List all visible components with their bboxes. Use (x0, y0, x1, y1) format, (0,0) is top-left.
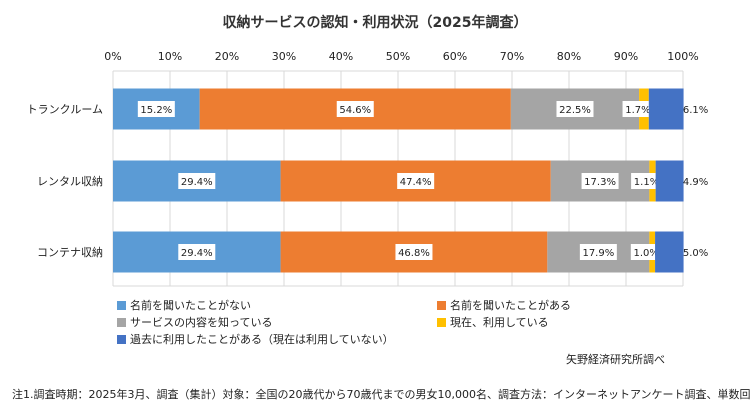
x-tick-label: 40% (329, 50, 353, 63)
x-tick-label: 30% (272, 50, 296, 63)
data-label-box (630, 244, 662, 260)
data-label: 5.0% (683, 248, 708, 259)
legend-label: 名前を聞いたことがある (450, 299, 571, 312)
legend-swatch (117, 317, 126, 327)
data-label-box (397, 173, 435, 189)
category-label: コンテナ収納 (37, 246, 103, 259)
data-label: 29.4% (181, 248, 213, 259)
data-label-box (622, 101, 654, 117)
legend-label: 過去に利用したことがある（現在は利用していない） (130, 333, 394, 346)
legend-label: サービスの内容を知っている (130, 316, 273, 329)
legend-item: 名前を聞いたことがある (437, 297, 571, 313)
data-label-box (178, 244, 216, 260)
data-label-box (395, 244, 433, 260)
data-label: 54.6% (339, 105, 371, 116)
legend-item: サービスの内容を知っている (117, 314, 272, 330)
data-label: 4.9% (683, 177, 708, 188)
data-label-box (556, 101, 594, 117)
data-label: 47.4% (400, 177, 432, 188)
data-label: 22.5% (559, 105, 591, 116)
legend-swatch (117, 300, 126, 310)
legend-label: 現在、利用している (450, 316, 549, 329)
data-label: 6.1% (683, 105, 708, 116)
bar-segment (655, 160, 684, 202)
legend-swatch (437, 317, 446, 327)
source-note: 矢野経済研究所調べ (566, 353, 665, 366)
data-label: 17.9% (582, 248, 614, 259)
data-label-box (581, 173, 619, 189)
chart-title: 収納サービスの認知・利用状況（2025年調査） (222, 15, 528, 31)
footnote: 注1.調査時期：2025年3月、調査（集計）対象：全国の20歳代から70歳代まで… (12, 388, 750, 401)
x-tick-label: 90% (614, 50, 638, 63)
x-tick-label: 60% (443, 50, 467, 63)
x-tick-label: 10% (158, 50, 182, 63)
bar-segment (655, 231, 684, 273)
data-label: 1.1% (634, 177, 659, 188)
x-tick-label: 100% (667, 50, 698, 63)
category-label: トランクルーム (27, 103, 103, 116)
legend-label: 名前を聞いたことがない (130, 299, 251, 312)
data-label-box (336, 101, 374, 117)
data-label-box (579, 244, 617, 260)
legend-item: 名前を聞いたことがない (117, 297, 251, 313)
data-label-box (137, 101, 175, 117)
x-tick-label: 80% (557, 50, 581, 63)
legend-swatch (117, 334, 126, 344)
x-tick-label: 50% (386, 50, 410, 63)
data-label: 1.0% (634, 248, 659, 259)
x-tick-label: 20% (215, 50, 239, 63)
data-label-box (178, 173, 216, 189)
legend-swatch (437, 300, 446, 310)
data-label: 29.4% (181, 177, 213, 188)
legend-item: 現在、利用している (437, 314, 549, 330)
data-label: 15.2% (140, 105, 172, 116)
data-label-box (631, 173, 662, 189)
x-tick-label: 70% (500, 50, 524, 63)
x-tick-label: 0% (104, 50, 121, 63)
category-label: レンタル収納 (37, 175, 103, 188)
data-label: 1.7% (625, 105, 650, 116)
data-label: 17.3% (584, 177, 616, 188)
data-label: 46.8% (398, 248, 430, 259)
legend-item: 過去に利用したことがある（現在は利用していない） (117, 331, 394, 347)
bar-segment (648, 88, 684, 130)
